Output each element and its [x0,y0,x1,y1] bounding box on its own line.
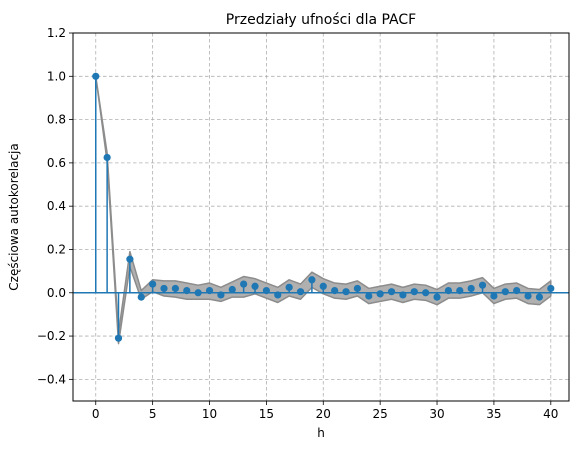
stem-marker [262,287,270,295]
y-tick-label: 1.0 [47,69,66,83]
plot-frame [72,32,570,402]
stem-marker [547,284,555,293]
stem-marker [342,288,350,296]
x-tick-label: 30 [429,407,444,421]
stem-marker [331,287,339,295]
y-axis-title: Częściowa autokorelacja [7,143,21,290]
x-tick-label: 15 [259,407,274,421]
stem-marker [478,281,487,289]
stem-marker [444,287,453,295]
x-tick-label: 35 [486,407,501,421]
x-tick-label: 20 [316,407,331,421]
stem-marker [501,288,509,296]
stem-marker [467,284,475,293]
stem-marker [205,287,214,295]
stem-marker [513,287,521,295]
y-tick-label: 0.8 [47,113,66,127]
stem-marker [535,293,544,301]
stem-marker [387,288,396,296]
stem-marker [422,289,430,297]
y-tick-label: −0.4 [37,372,66,386]
stem-marker [399,291,407,299]
y-tick-label: 0.2 [47,242,66,256]
x-tick-label: 10 [202,407,217,421]
stem-marker [410,288,418,296]
stem-marker [456,287,464,295]
stem-marker [433,293,441,301]
stem-marker [217,291,225,299]
y-tick-label: 0.4 [47,199,66,213]
stem-marker [126,255,134,263]
x-axis-title: h [317,426,325,440]
stem-marker [353,284,362,293]
stem-marker [228,285,236,294]
stem-marker [171,284,179,293]
x-tick-label: 5 [149,407,157,421]
stem-marker [524,292,532,300]
y-axis-ticks: −0.4 −0.2 0.0 0.2 0.4 0.6 0.8 1.0 1.2 [37,26,73,386]
stem-marker [308,276,316,284]
stem-marker [160,284,168,293]
y-tick-label: 0.6 [47,156,66,170]
stem-marker [92,72,100,80]
stem-marker [137,293,145,301]
stem-marker [296,288,305,296]
stem-marker [319,282,327,290]
x-tick-label: 0 [92,407,100,421]
stem-marker [274,291,282,299]
x-tick-label: 25 [373,407,388,421]
stem-marker [251,282,259,290]
x-axis-ticks: 0 5 10 15 20 25 30 35 40 [92,401,558,421]
y-tick-label: 1.2 [47,26,66,40]
stem-marker [490,292,498,300]
stem-marker [365,292,373,300]
stem-marker [103,153,111,162]
stem-marker [285,283,293,291]
stem-marker [114,334,123,342]
stem-marker [376,290,384,298]
x-tick-label: 40 [543,407,558,421]
y-tick-label: 0.0 [47,286,66,300]
markers [92,72,555,342]
stem-marker [183,287,191,295]
y-tick-label: −0.2 [37,329,66,343]
stem-marker [240,280,248,288]
stem-marker [149,280,157,288]
stem-marker [194,289,202,297]
chart-title: Przedziały ufności dla PACF [226,12,416,28]
